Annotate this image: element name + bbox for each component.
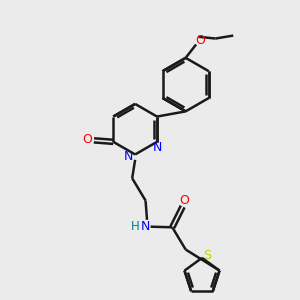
- Text: O: O: [82, 133, 92, 146]
- Text: O: O: [196, 34, 206, 46]
- Text: H: H: [131, 220, 140, 233]
- Text: S: S: [203, 249, 211, 262]
- Text: N: N: [124, 150, 133, 163]
- Text: N: N: [153, 141, 162, 154]
- Text: N: N: [141, 220, 150, 233]
- Text: O: O: [179, 194, 189, 207]
